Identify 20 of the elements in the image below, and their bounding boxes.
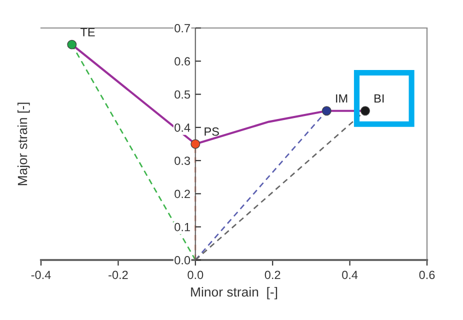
x-tick-label: 0.0 (188, 270, 204, 280)
x-tick-label: -0.4 (31, 270, 51, 280)
y-tick-label: 0.0 (174, 256, 190, 264)
annotation: PS (204, 127, 219, 136)
y-tick-label: 0.1 (174, 222, 190, 232)
y-tick-label: 0.2 (174, 190, 190, 198)
y-tick-label: 0.5 (174, 90, 190, 99)
annotation: TE (80, 28, 95, 36)
x-axis-title: Minor strain [-] (191, 286, 278, 300)
y-axis-title: Major strain [-] (17, 102, 30, 186)
annotation: BI (374, 94, 384, 103)
x-tick-label: 0.4 (342, 270, 358, 280)
x-tick-label: 0.2 (264, 270, 280, 280)
x-tick-label: 0.6 (419, 270, 435, 280)
y-tick-label: 0.6 (174, 57, 190, 66)
y-tick-label: 0.3 (174, 156, 190, 165)
y-tick-label: 0.7 (174, 24, 190, 32)
x-tick-label: -0.2 (108, 270, 128, 280)
y-tick-label: 0.4 (174, 123, 190, 132)
annotation: IM (336, 94, 348, 103)
